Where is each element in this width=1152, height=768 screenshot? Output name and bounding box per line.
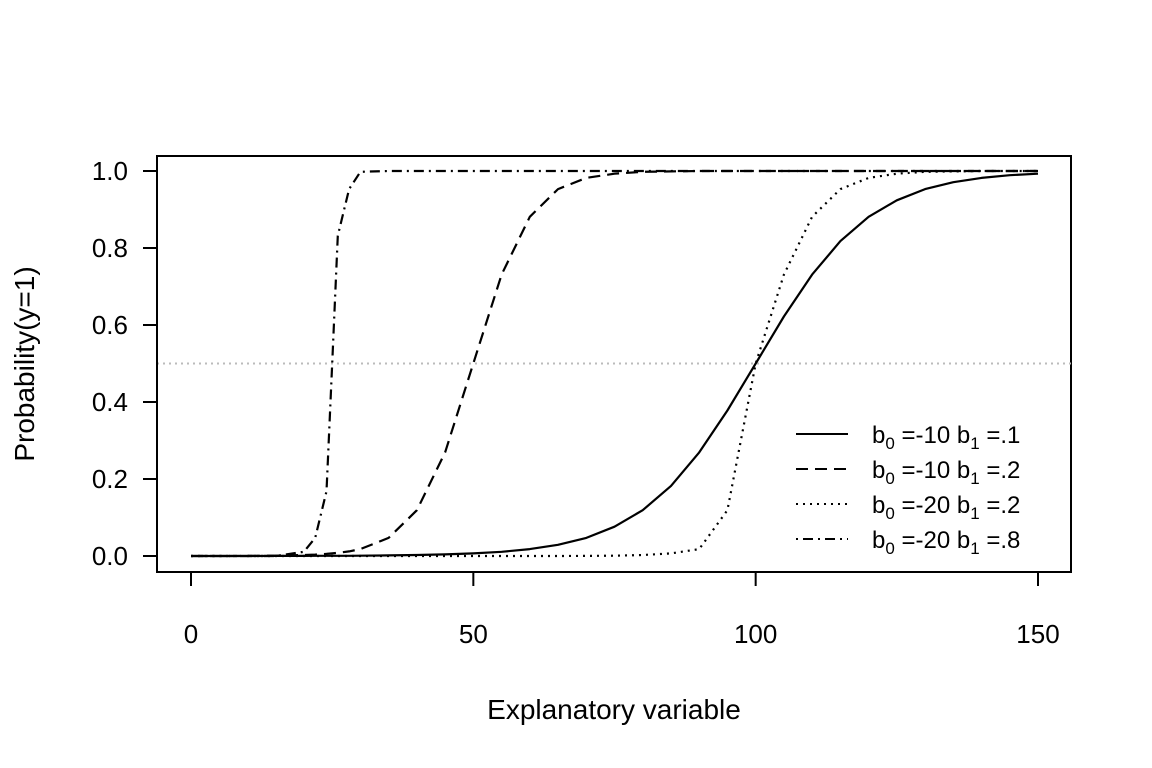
x-tick-label: 0 bbox=[184, 619, 198, 649]
y-tick-label: 0.6 bbox=[92, 310, 128, 340]
legend-label: b0 =-10 b1 =.2 bbox=[872, 457, 1020, 488]
legend: b0 =-10 b1 =.1 b0 =-10 b1 =.2 b0 =-20 b1 =… bbox=[796, 422, 1020, 558]
y-tick-label: 0.8 bbox=[92, 233, 128, 263]
series-line-1 bbox=[191, 172, 1039, 558]
y-tick-label: 1.0 bbox=[92, 156, 128, 186]
legend-label: b0 =-20 b1 =.2 bbox=[872, 492, 1020, 523]
y-tick-label: 0.2 bbox=[92, 464, 128, 494]
x-axis: 0 50 100 150 bbox=[184, 571, 1060, 649]
legend-label: b0 =-10 b1 =.1 bbox=[872, 422, 1020, 453]
y-tick-label: 0.0 bbox=[92, 541, 128, 571]
legend-label: b0 =-20 b1 =.8 bbox=[872, 527, 1020, 558]
series-line-4 bbox=[191, 169, 1038, 558]
x-tick-label: 150 bbox=[1016, 619, 1059, 649]
series-layer bbox=[191, 169, 1039, 558]
y-axis: 0.0 0.2 0.4 0.6 0.8 1.0 bbox=[92, 156, 158, 571]
y-tick-label: 0.4 bbox=[92, 387, 128, 417]
x-tick-label: 50 bbox=[459, 619, 488, 649]
y-axis-label: Probability(y=1) bbox=[9, 266, 40, 461]
x-axis-label: Explanatory variable bbox=[487, 694, 741, 725]
x-tick-label: 100 bbox=[734, 619, 777, 649]
